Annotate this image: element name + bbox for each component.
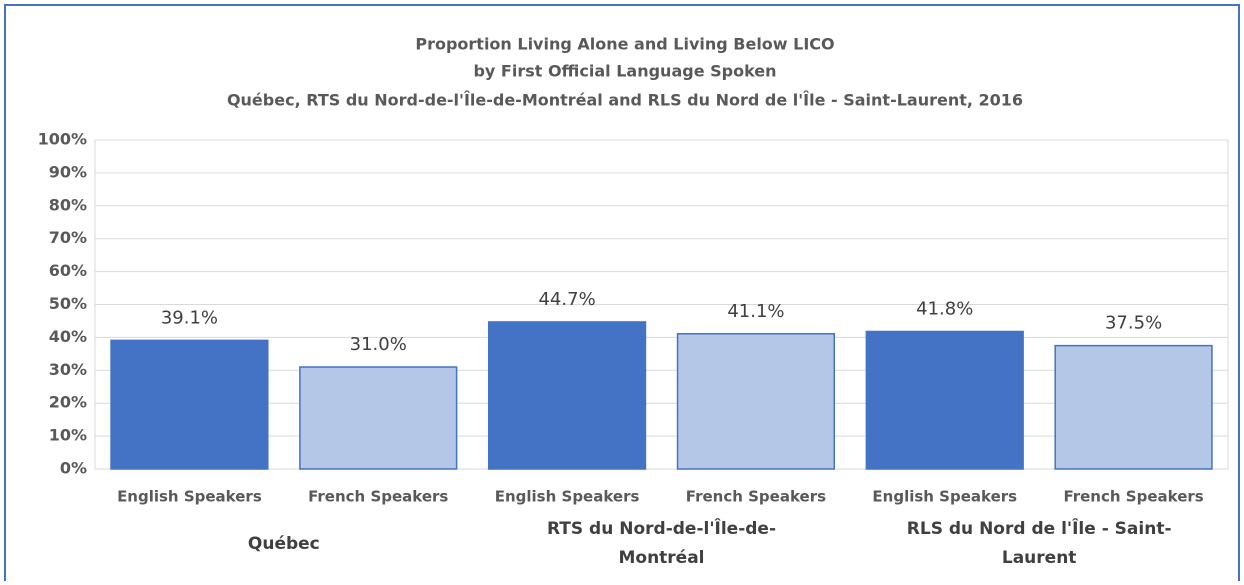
y-tick-label: 60% xyxy=(49,261,87,280)
group-label-box: Québec xyxy=(247,533,320,554)
value-label: 39.1% xyxy=(161,307,218,328)
x-tick-label: French Speakers xyxy=(686,488,826,506)
x-tick-label: English Speakers xyxy=(117,488,262,506)
bar xyxy=(1054,344,1213,470)
bar xyxy=(487,321,647,470)
chart-title: Québec, RTS du Nord-de-l'Île-de-Montréal… xyxy=(227,91,1023,110)
bar xyxy=(299,366,458,470)
chart-border xyxy=(4,4,1240,585)
y-tick-label: 50% xyxy=(49,294,87,313)
y-tick-label: 40% xyxy=(49,327,87,346)
x-tick-label: French Speakers xyxy=(308,488,448,506)
y-tick-label: 90% xyxy=(49,162,87,181)
group-label-box: RTS du Nord-de-l'Île-de-Montréal xyxy=(546,519,777,568)
x-tick-label: English Speakers xyxy=(495,488,640,506)
x-tick-label: English Speakers xyxy=(872,488,1017,506)
y-tick-label: 30% xyxy=(49,360,87,379)
y-tick-label: 80% xyxy=(49,195,87,214)
y-tick-label: 20% xyxy=(49,393,87,412)
chart-title: by First Official Language Spoken xyxy=(473,62,776,81)
bar xyxy=(865,330,1024,470)
y-tick-label: 0% xyxy=(60,459,87,478)
value-label: 41.1% xyxy=(727,301,784,322)
value-label: 37.5% xyxy=(1105,313,1162,334)
chart-title: Proportion Living Alone and Living Below… xyxy=(415,35,834,54)
x-tick-label: French Speakers xyxy=(1063,488,1203,506)
group-label: RTS du Nord-de-l'Île-de-Montréal xyxy=(546,519,777,568)
value-label: 41.8% xyxy=(916,298,973,319)
group-label: RLS du Nord de l'Île - Saint-Laurent xyxy=(906,519,1172,568)
plot-border xyxy=(94,139,1229,470)
group-label: Québec xyxy=(247,533,320,554)
y-tick-label: 100% xyxy=(38,130,87,149)
value-label: 31.0% xyxy=(350,334,407,355)
value-label: 44.7% xyxy=(538,289,595,310)
y-tick-label: 70% xyxy=(49,228,87,247)
bar xyxy=(676,333,836,470)
group-label-box: RLS du Nord de l'Île - Saint-Laurent xyxy=(906,519,1172,568)
bar xyxy=(110,339,269,470)
y-tick-label: 10% xyxy=(49,426,87,445)
